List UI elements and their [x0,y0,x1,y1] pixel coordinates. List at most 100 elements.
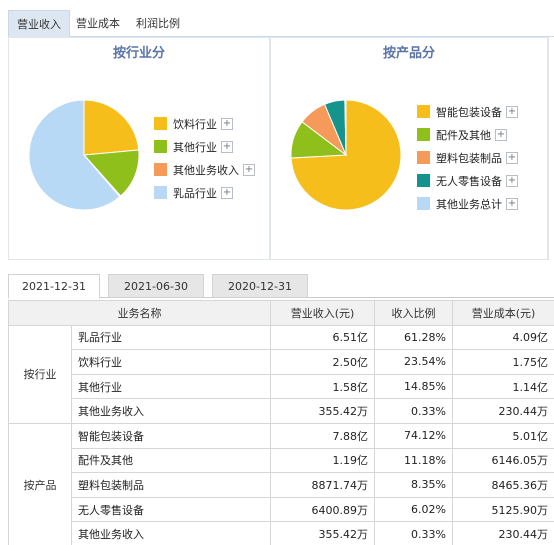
product-chart-panel: 按产品分 智能包装设备 + 配件及其他 + 塑料包装制品 + 无人零售设备 + 其他业务总计 + [270,37,548,260]
cell-cost: 1.14亿 [452,373,554,400]
cell-revenue: 1.19亿 [270,447,375,474]
cell-cost: 8465.36万 [452,472,554,498]
product-legend-item[interactable]: 其他业务总计 + [417,192,518,215]
industry-chart-title: 按行业分 [112,46,165,61]
table-row: 其他业务收入 355.42万 0.33% 230.44万 [9,521,554,545]
cell-ratio: 74.12% [374,422,453,449]
table-row: 按产品 智能包装设备 7.88亿 74.12% 5.01亿 [8,422,554,545]
legend-swatch [417,197,430,210]
table-row: 按行业 乳品行业 6.51亿 61.28% 4.09亿 [8,324,554,424]
table-body: 按行业 乳品行业 6.51亿 61.28% 4.09亿 饮料行业 2.50亿 23.54% 1.… [8,324,554,545]
table-row: 其他行业 1.58亿 14.85% 1.14亿 [9,373,554,400]
tab-profit-ratio[interactable]: 利润比例 [136,17,180,30]
tab-revenue[interactable]: 营业收入 [8,10,70,37]
legend-label: 其他行业 [173,140,217,154]
tab-date-2021-06-30[interactable]: 2021-06-30 [108,274,204,298]
cell-revenue: 1.58亿 [270,373,375,400]
row-group-label: 按产品 [8,422,72,545]
tab-cost[interactable]: 营业成本 [76,17,120,30]
cell-revenue: 2.50亿 [270,349,375,375]
business-table: 业务名称 营业收入(元) 收入比例 营业成本(元) 按行业 乳品行业 6.51亿 61… [8,300,554,545]
cell-cost: 6146.05万 [452,447,554,474]
table-row: 其他业务收入 355.42万 0.33% 230.44万 [9,398,554,424]
legend-label: 乳品行业 [173,186,217,200]
table-header-row: 业务名称 营业收入(元) 收入比例 营业成本(元) [8,300,554,326]
legend-swatch [417,128,430,141]
tab-date-2020-12-31[interactable]: 2020-12-31 [212,274,308,298]
product-legend-item[interactable]: 智能包装设备 + [417,100,518,123]
industry-legend-item[interactable]: 其他行业 + [154,135,255,158]
expand-plus-icon[interactable]: + [506,174,518,187]
legend-swatch [154,186,167,199]
legend-swatch [417,174,430,187]
legend-swatch [417,105,430,118]
product-legend-item[interactable]: 配件及其他 + [417,123,518,146]
industry-legend-item[interactable]: 其他业务收入 + [154,158,255,181]
product-legend-item[interactable]: 塑料包装制品 + [417,146,518,169]
expand-plus-icon[interactable]: + [243,163,255,176]
cell-cost: 4.09亿 [452,324,554,351]
cell-ratio: 6.02% [374,496,453,523]
row-group-label: 按行业 [8,324,72,424]
tab-date-2021-12-31[interactable]: 2021-12-31 [8,274,100,299]
legend-label: 塑料包装制品 [436,151,502,165]
industry-pie-chart [28,99,140,211]
industry-pie-slice-0[interactable] [83,99,140,156]
industry-chart-panel: 按行业分 饮料行业 + 其他行业 + 其他业务收入 + 乳品行业 + [8,37,270,260]
legend-label: 其他业务收入 [173,163,239,177]
cell-ratio: 0.33% [374,398,453,424]
expand-plus-icon[interactable]: + [506,197,518,210]
legend-label: 无人零售设备 [436,174,502,188]
product-pie-slice-4[interactable] [344,99,347,156]
product-legend-item[interactable]: 无人零售设备 + [417,169,518,192]
industry-pie-slice-3[interactable] [28,99,121,211]
cell-ratio: 11.18% [374,447,453,474]
legend-label: 饮料行业 [173,117,217,131]
cell-business-name: 饮料行业 [71,349,271,375]
cell-revenue: 6.51亿 [270,324,375,351]
legend-swatch [154,140,167,153]
top-tab-bar: 营业收入 营业成本 利润比例 [8,10,554,37]
cell-business-name: 其他业务收入 [71,398,271,424]
product-pie-chart [290,99,402,211]
cell-cost: 5125.90万 [452,496,554,523]
cell-cost: 5.01亿 [452,422,554,449]
cell-ratio: 0.33% [374,521,453,545]
header-cost: 营业成本(元) [452,300,554,326]
table-row: 塑料包装制品 8871.74万 8.35% 8465.36万 [9,472,554,498]
expand-plus-icon[interactable]: + [221,140,233,153]
cell-business-name: 乳品行业 [71,324,271,351]
cell-revenue: 8871.74万 [270,472,375,498]
industry-legend: 饮料行业 + 其他行业 + 其他业务收入 + 乳品行业 + [154,112,255,204]
expand-plus-icon[interactable]: + [221,186,233,199]
cell-business-name: 塑料包装制品 [71,472,271,498]
legend-label: 智能包装设备 [436,105,502,119]
cell-business-name: 其他行业 [71,373,271,400]
expand-plus-icon[interactable]: + [506,105,518,118]
cell-business-name: 智能包装设备 [71,422,271,449]
cell-ratio: 8.35% [374,472,453,498]
cell-business-name: 其他业务收入 [71,521,271,545]
date-tab-bar: 2021-12-31 2021-06-30 2020-12-31 [8,274,554,299]
cell-revenue: 355.42万 [270,398,375,424]
cell-ratio: 61.28% [374,324,453,351]
header-business-name: 业务名称 [8,300,271,326]
table-row: 饮料行业 2.50亿 23.54% 1.75亿 [9,349,554,375]
product-legend: 智能包装设备 + 配件及其他 + 塑料包装制品 + 无人零售设备 + 其他业务总计 + [417,100,518,215]
cell-ratio: 14.85% [374,373,453,400]
expand-plus-icon[interactable]: + [495,128,507,141]
cell-business-name: 无人零售设备 [71,496,271,523]
industry-legend-item[interactable]: 乳品行业 + [154,181,255,204]
table-row: 无人零售设备 6400.89万 6.02% 5125.90万 [9,496,554,523]
legend-swatch [154,117,167,130]
header-revenue-ratio: 收入比例 [374,300,453,326]
table-row: 配件及其他 1.19亿 11.18% 6146.05万 [9,447,554,474]
legend-label: 配件及其他 [436,128,491,142]
cell-business-name: 配件及其他 [71,447,271,474]
expand-plus-icon[interactable]: + [221,117,233,130]
industry-pie-slice-1[interactable] [82,149,140,197]
cell-cost: 230.44万 [452,398,554,424]
expand-plus-icon[interactable]: + [506,151,518,164]
cell-revenue: 355.42万 [270,521,375,545]
industry-legend-item[interactable]: 饮料行业 + [154,112,255,135]
